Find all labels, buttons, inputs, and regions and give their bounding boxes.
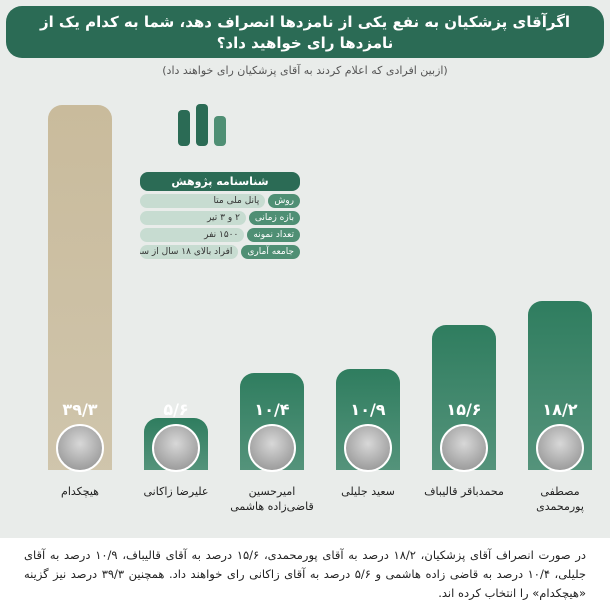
value-label: ۱۸/۲ [542,400,578,419]
candidate-photo [152,424,200,472]
footer-text: در صورت انصراف آقای پزشکیان، ۱۸/۲ درصد ب… [24,548,586,600]
candidate-photo [248,424,296,472]
x-tick-label: محمدباقر قالیباف [424,485,504,498]
value-label: ۱۵/۶ [446,400,482,419]
candidate-photo [56,424,104,472]
x-tick-label: امیرحسین قاضی‌زاده هاشمی [230,485,314,513]
research-label: روش [268,194,300,208]
research-value: پانل ملی متا [140,194,266,208]
research-label: جامعه آماری [241,245,300,259]
research-label: تعداد نمونه [247,228,300,242]
x-tick-label: علیرضا زاکانی [143,485,209,498]
research-value: افراد بالای ۱۸ سال از سراسر کشور [140,245,239,259]
candidate-photo [440,424,488,472]
research-row: روش پانل ملی متا [140,194,300,208]
footer: در صورت انصراف آقای پزشکیان، ۱۸/۲ درصد ب… [0,538,610,613]
chart-title: اگرآقای پزشکیان به نفع یکی از نامزدها ان… [39,13,571,52]
bar [48,105,112,470]
candidate-photo [344,424,392,472]
chart-subtitle: (ازبین افرادی که اعلام کردند به آقای پزش… [162,64,448,77]
x-tick-label: سعید جلیلی [341,485,395,498]
value-label: ۱۰/۹ [350,400,386,419]
research-value: ۲ و ۳ تیر [140,211,246,225]
research-value: ۱۵۰۰ نفر [140,228,245,242]
value-label: ۱۰/۴ [254,400,290,419]
value-label: ۳۹/۳ [62,400,98,419]
research-row: تعداد نمونه ۱۵۰۰ نفر [140,228,300,242]
candidate-photo [536,424,584,472]
value-label: ۵/۶ [163,400,189,419]
research-label: بازه زمانی [248,211,300,225]
research-box: شناسنامه پژوهش روش پانل ملی متا بازه زمانی… [140,172,300,262]
logo [178,104,226,146]
header: اگرآقای پزشکیان به نفع یکی از نامزدها ان… [6,6,604,58]
research-row: بازه زمانی ۲ و ۳ تیر [140,211,300,225]
x-tick-label: هیچکدام [61,485,99,498]
x-tick-label: مصطفی پورمحمدی [536,485,584,513]
research-title: شناسنامه پژوهش [140,172,300,191]
